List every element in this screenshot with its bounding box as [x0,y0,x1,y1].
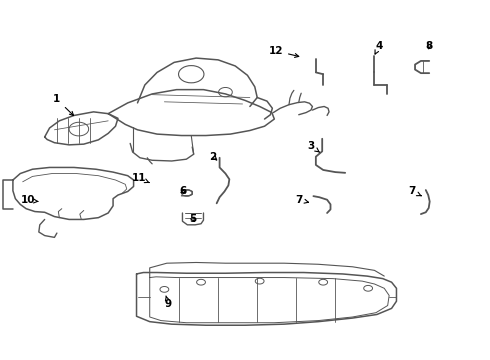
Text: 8: 8 [426,41,433,50]
Text: 7: 7 [295,195,308,205]
Text: 11: 11 [132,173,149,183]
Text: 7: 7 [409,186,421,197]
Text: 2: 2 [210,152,217,162]
Text: 6: 6 [179,186,187,197]
Text: 12: 12 [269,46,299,57]
Text: 9: 9 [165,296,172,309]
Text: 4: 4 [375,41,383,54]
Text: 5: 5 [189,214,196,224]
Text: 1: 1 [53,94,74,116]
Text: 3: 3 [307,141,319,152]
Text: 10: 10 [20,195,38,206]
